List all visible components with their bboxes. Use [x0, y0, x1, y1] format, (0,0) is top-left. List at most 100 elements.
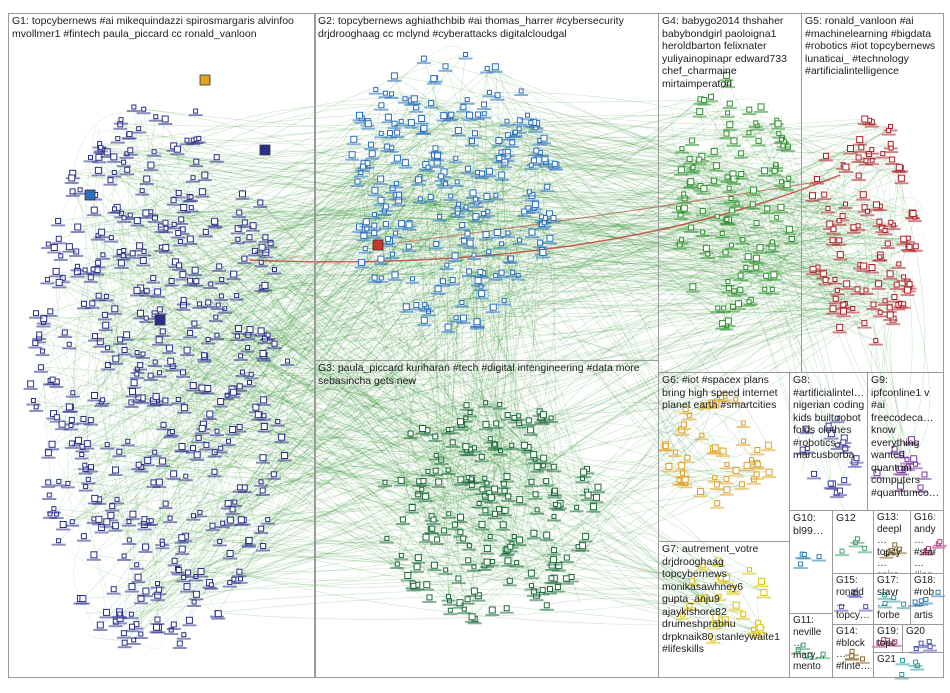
graph-edge	[710, 96, 773, 242]
graph-node	[471, 252, 477, 258]
graph-node	[382, 479, 388, 485]
graph-node	[201, 352, 208, 359]
graph-node	[449, 439, 456, 446]
graph-node-label-mark	[550, 590, 565, 593]
graph-node-label-mark	[266, 477, 281, 480]
graph-node-label-mark	[253, 206, 268, 208]
graph-node	[725, 110, 730, 116]
graph-edge	[115, 246, 409, 526]
graph-node-label-mark	[462, 275, 477, 277]
graph-node-label-mark	[108, 474, 123, 476]
graph-node-label-mark	[65, 524, 80, 527]
graph-node	[364, 226, 370, 232]
graph-node	[384, 535, 390, 541]
graph-node	[753, 264, 760, 271]
graph-node	[90, 551, 98, 559]
graph-edge	[395, 232, 727, 326]
graph-edge	[451, 114, 864, 267]
graph-node	[505, 493, 512, 500]
graph-node	[30, 398, 36, 403]
graph-node-label-mark	[256, 549, 271, 552]
graph-node-label-mark	[182, 624, 197, 627]
graph-edge	[545, 161, 688, 458]
graph-node	[382, 203, 389, 210]
graph-edge	[233, 273, 464, 539]
graph-node	[532, 491, 539, 498]
graph-edge	[195, 167, 902, 271]
graph-node	[413, 563, 421, 571]
graph-edge	[50, 66, 496, 312]
graph-edge	[458, 203, 865, 324]
graph-edge	[123, 255, 468, 600]
graph-edge	[398, 150, 541, 195]
graph-node	[234, 325, 242, 332]
graph-node-label-mark	[492, 161, 507, 164]
graph-node-label-mark	[140, 464, 155, 467]
graph-node-label-mark	[106, 592, 121, 595]
graph-node-label-mark	[352, 230, 367, 233]
graph-edge	[476, 202, 792, 240]
graph-edge	[215, 202, 477, 318]
graph-node-label-mark	[384, 150, 399, 153]
graph-node-label-mark	[225, 512, 240, 515]
graph-node	[150, 479, 157, 486]
graph-edge	[102, 222, 166, 255]
graph-node-label-mark	[720, 115, 735, 118]
graph-node	[550, 556, 558, 564]
graph-node	[362, 246, 368, 252]
graph-node-label-mark	[107, 312, 122, 315]
graph-node	[476, 501, 482, 506]
graph-node	[95, 292, 102, 299]
graph-edge	[401, 111, 700, 224]
graph-edge	[434, 145, 754, 191]
graph-node-label-mark	[131, 468, 146, 471]
graph-edge	[842, 197, 917, 217]
graph-node-label-mark	[131, 400, 146, 403]
graph-node	[36, 331, 43, 338]
graph-node-label-mark	[394, 124, 409, 127]
graph-edge	[270, 242, 507, 551]
graph-node	[170, 621, 177, 628]
graph-node	[198, 188, 206, 196]
graph-node	[104, 362, 111, 368]
graph-edge	[544, 219, 908, 282]
graph-edge	[217, 304, 513, 545]
graph-edge	[159, 364, 467, 406]
graph-edge	[385, 223, 882, 252]
graph-edge	[384, 489, 422, 539]
graph-node	[112, 355, 120, 363]
graph-edge	[261, 254, 881, 294]
graph-node	[130, 379, 138, 387]
graph-edge	[153, 323, 195, 397]
graph-edge	[61, 219, 545, 425]
graph-node	[464, 230, 471, 237]
graph-node-label-mark	[254, 532, 269, 535]
graph-edge	[131, 415, 519, 587]
graph-node	[364, 160, 371, 167]
graph-node	[47, 308, 54, 315]
graph-node-label-mark	[133, 317, 148, 320]
graph-node-label-mark	[526, 594, 541, 597]
graph-edge	[653, 451, 686, 484]
graph-node	[105, 345, 111, 351]
graph-edge	[35, 313, 172, 631]
graph-node	[65, 403, 73, 411]
graph-edge	[121, 213, 182, 448]
graph-node-label-mark	[214, 299, 229, 301]
graph-node	[469, 189, 477, 197]
graph-edge	[433, 126, 891, 520]
graph-node-label-mark	[241, 338, 256, 341]
graph-node-label-mark	[221, 444, 236, 447]
graph-node	[554, 584, 561, 591]
graph-edge	[507, 154, 773, 248]
graph-edge	[394, 75, 431, 321]
graph-node	[401, 159, 409, 167]
graph-node	[69, 519, 75, 525]
graph-node	[248, 371, 254, 377]
graph-edge	[534, 125, 758, 209]
graph-edge	[487, 68, 504, 172]
graph-node-label-mark	[476, 276, 491, 279]
graph-node	[430, 75, 438, 83]
graph-node	[484, 66, 490, 71]
graph-node-label-mark	[524, 199, 539, 202]
